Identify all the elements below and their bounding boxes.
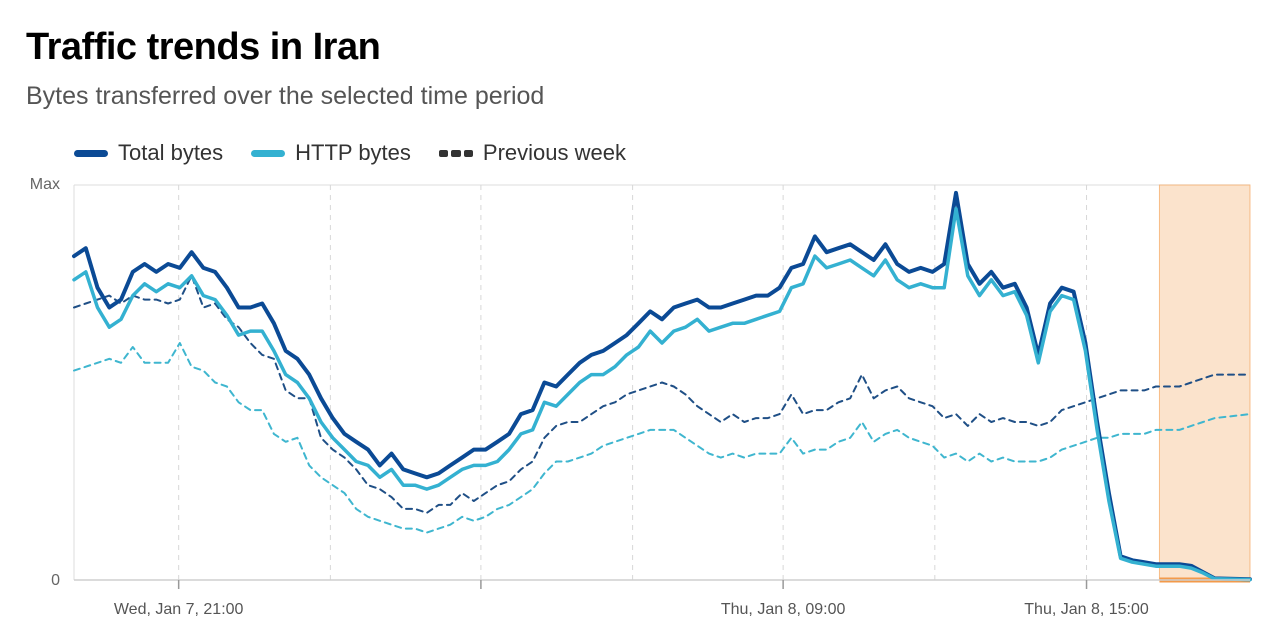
x-tick-label: Thu, Jan 8, 09:00 <box>721 601 846 618</box>
series-line-previous-week-http <box>73 342 1251 534</box>
legend-label-http: HTTP bytes <box>295 140 411 165</box>
x-tick-label: Thu, Jan 8, 15:00 <box>1024 601 1149 618</box>
series-line-total-bytes <box>72 190 1252 582</box>
chart-legend: Total bytes HTTP bytes Previous week <box>74 140 626 166</box>
series-line-http-bytes <box>72 206 1252 582</box>
legend-item-http-bytes[interactable]: HTTP bytes <box>251 140 411 166</box>
y-axis-max-label: Max <box>30 176 60 193</box>
series-line-previous-week-total <box>73 274 1251 514</box>
legend-item-previous-week[interactable]: Previous week <box>438 140 626 166</box>
chart-title: Traffic trends in Iran <box>26 26 381 68</box>
legend-swatch-previous <box>438 149 473 157</box>
legend-swatch-total <box>74 149 108 157</box>
x-tick-label: Wed, Jan 7, 21:00 <box>114 601 244 618</box>
highlighted-time-range <box>1158 184 1251 581</box>
y-axis-zero-label: 0 <box>51 572 60 589</box>
chart-subtitle: Bytes transferred over the selected time… <box>26 82 545 110</box>
legend-label-previous: Previous week <box>482 140 626 165</box>
legend-swatch-http <box>251 149 286 157</box>
legend-label-total: Total bytes <box>118 140 224 165</box>
legend-item-total-bytes[interactable]: Total bytes <box>74 140 223 166</box>
